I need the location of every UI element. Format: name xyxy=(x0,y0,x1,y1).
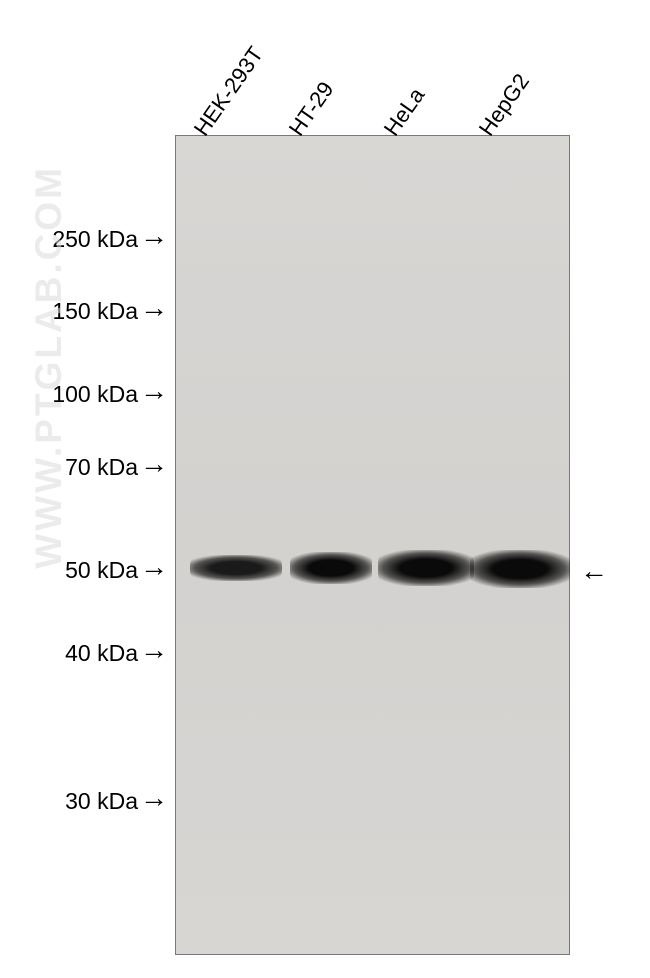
lane-label-3: HepG2 xyxy=(474,69,535,141)
protein-band-0 xyxy=(190,555,282,581)
marker-label-6: 30 kDa xyxy=(8,788,138,815)
target-band-arrow: ← xyxy=(580,555,608,587)
marker-label-3: 70 kDa xyxy=(8,454,138,481)
marker-label-4: 50 kDa xyxy=(8,557,138,584)
western-blot-figure: HEK-293THT-29HeLaHepG2 250 kDa→150 kDa→1… xyxy=(0,0,650,978)
marker-arrow-3: → xyxy=(140,448,168,480)
lane-label-2: HeLa xyxy=(379,83,430,141)
protein-band-1 xyxy=(290,552,372,584)
lane-label-1: HT-29 xyxy=(284,77,340,141)
marker-arrow-4: → xyxy=(140,551,168,583)
marker-arrow-1: → xyxy=(140,292,168,324)
blot-membrane xyxy=(175,135,570,955)
protein-band-3 xyxy=(470,550,570,588)
marker-arrow-0: → xyxy=(140,220,168,252)
arrow-glyph: ← xyxy=(580,555,608,586)
marker-label-2: 100 kDa xyxy=(8,381,138,408)
marker-arrow-6: → xyxy=(140,782,168,814)
protein-band-2 xyxy=(378,550,474,586)
marker-label-1: 150 kDa xyxy=(8,298,138,325)
marker-arrow-5: → xyxy=(140,634,168,666)
marker-label-5: 40 kDa xyxy=(8,640,138,667)
marker-arrow-2: → xyxy=(140,375,168,407)
lane-label-0: HEK-293T xyxy=(189,42,269,141)
marker-label-0: 250 kDa xyxy=(8,226,138,253)
blot-background xyxy=(176,136,569,954)
